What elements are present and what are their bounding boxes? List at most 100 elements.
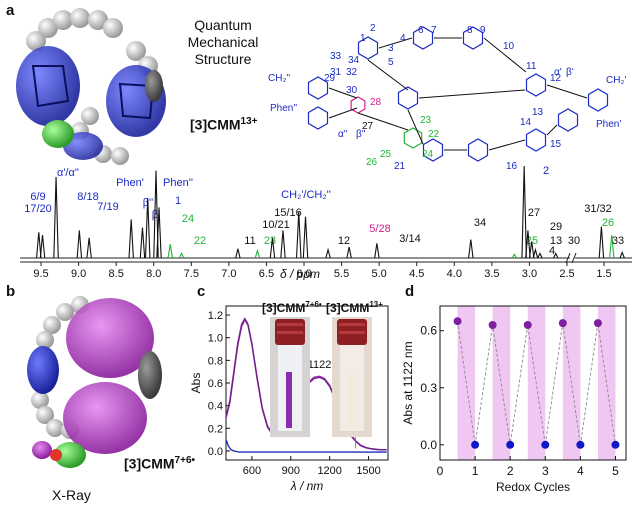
redox-y-tick-label: 0.0 — [420, 438, 437, 452]
redox-x-tick-label: 5 — [612, 464, 619, 478]
structure-bond — [328, 107, 358, 119]
structure-bond — [378, 37, 413, 49]
xray-grey-unit — [138, 351, 162, 399]
nmr-x-axis-label: δ / ppm — [280, 267, 320, 280]
panel-c-letter: c — [197, 283, 206, 300]
nmr-x-tick-label: 7.5 — [184, 268, 199, 280]
uv-peak-annotation: 1122 — [308, 359, 332, 371]
nmr-peak-label: CH₂'/CH₂'' — [281, 189, 331, 201]
compound-label-a: [3]CMM13+ — [190, 116, 258, 133]
nmr-peak — [128, 219, 134, 259]
redox-plot-frame — [439, 305, 627, 461]
uv-y-tick-label: 0.0 — [208, 446, 223, 458]
redox-point — [453, 317, 462, 326]
chemical-structure: 1234567891011121314151617181920212930313… — [268, 23, 626, 170]
structure-ring — [462, 26, 484, 50]
nmr-peak — [511, 253, 518, 259]
structure-ring — [422, 138, 444, 162]
nmr-peak-label: 8/18 — [77, 191, 98, 203]
structure-bond — [357, 112, 409, 131]
nmr-peak-label: 31/32 — [584, 203, 612, 215]
structure-bond — [488, 139, 526, 151]
structure-bond — [418, 89, 526, 99]
nmr-x-tick-label: 3.0 — [522, 268, 537, 280]
nmr-x-tick-label: 5.0 — [372, 268, 387, 280]
uv-vis-chart: 0.0 0.2 0.4 0.6 0.8 1.0 1.2 600 900 1200 1500 λ / n… — [189, 305, 389, 493]
structure-bond — [407, 109, 424, 145]
structure-triazole — [350, 96, 366, 114]
structure-title-line3: Structure — [194, 51, 252, 67]
nmr-peak-label: 24 — [182, 213, 194, 225]
structure-atom-label: 25 — [380, 149, 392, 160]
nmr-peak — [254, 248, 261, 259]
nmr-peak — [521, 165, 527, 259]
nmr-peak-label: 27 — [528, 207, 540, 219]
structure-atom-label: 28 — [370, 97, 382, 108]
structure-bond — [483, 37, 527, 73]
nmr-peak-label: 13 — [550, 235, 562, 247]
nmr-peak-label: 26 — [602, 217, 614, 229]
nmr-peak — [598, 226, 605, 259]
nmr-peak-label: 11 — [244, 235, 255, 247]
nmr-x-tick-label: 3.5 — [484, 268, 499, 280]
nmr-peak-label: 22 — [194, 235, 206, 247]
structure-atom-label: 31 — [330, 67, 342, 78]
xray-caption: X-Ray — [52, 487, 91, 503]
structure-atom-label: 10 — [503, 41, 515, 52]
structure-ring — [525, 128, 547, 152]
nmr-x-tick-label: 4.5 — [409, 268, 424, 280]
structure-atom-label: 3 — [388, 43, 394, 54]
structure-atom-label: 26 — [366, 157, 378, 168]
structure-atom-label: 15 — [550, 139, 562, 150]
nmr-peak-label: 10/21 — [262, 219, 290, 231]
redox-point — [611, 440, 620, 449]
structure-atom-label: 13 — [532, 107, 544, 118]
structure-bond — [367, 59, 409, 91]
redox-point — [471, 440, 480, 449]
nmr-peak — [86, 237, 92, 259]
structure-atom-label: 19 — [454, 169, 466, 170]
structure-atom-label: 9 — [480, 25, 486, 36]
redox-point — [558, 319, 567, 328]
vial-reduced-photo — [270, 317, 310, 437]
structure-title: Quantum Mechanical Structure — [178, 17, 268, 68]
uv-y-tick-label: 0.4 — [208, 401, 223, 413]
structure-atom-label: 24 — [422, 149, 434, 160]
redox-y-tick-label: 0.6 — [420, 324, 437, 338]
structure-atom-label: 29 — [324, 73, 336, 84]
vial-inset-reduced: [3]CMM7+6• — [262, 300, 322, 442]
nmr-peak — [532, 247, 539, 259]
structure-atom-label: 6 — [418, 25, 424, 36]
structure-ring — [357, 36, 379, 60]
structure-atom-label: Phen'' — [270, 103, 297, 114]
compound-label-b-charge: 7+6• — [174, 455, 196, 466]
vial-oxidized-label-charge: 13+ — [369, 300, 383, 309]
structure-ring-green — [403, 127, 423, 149]
nmr-peak — [553, 252, 559, 259]
structure-atom-label: 22 — [428, 129, 440, 140]
qm-structure-model — [16, 8, 166, 165]
nmr-x-tick-label: 5.5 — [334, 268, 349, 280]
nmr-peak — [525, 230, 531, 259]
nmr-peak-label: 23 — [264, 235, 276, 247]
uv-x-axis-label: λ / nm — [290, 479, 324, 493]
structure-atom-label: 32 — [346, 67, 358, 78]
structure-atom-label: 18 — [470, 169, 482, 170]
uv-y-tick-label: 0.2 — [208, 423, 223, 435]
nmr-peak-label: 5/28 — [369, 223, 390, 235]
nmr-axis-break — [565, 252, 571, 264]
redox-shaded-band — [492, 306, 511, 460]
structure-title-line2: Mechanical — [187, 34, 259, 50]
redox-x-tick-label: 2 — [507, 464, 514, 478]
structure-bond — [546, 124, 558, 136]
uv-series-line — [225, 439, 387, 453]
redox-x-axis-label: Redox Cycles — [496, 480, 570, 494]
uv-x-tick-label: 1500 — [356, 465, 380, 477]
panel-a-letter: a — [6, 2, 15, 19]
structure-ring — [557, 108, 579, 132]
vial-reduced-label-text: [3]CMM — [262, 301, 306, 315]
structure-atom-label: β' — [566, 67, 574, 78]
nmr-x-tick-label: 6.0 — [296, 268, 311, 280]
nmr-peak — [374, 243, 380, 259]
nmr-peak — [346, 246, 352, 259]
